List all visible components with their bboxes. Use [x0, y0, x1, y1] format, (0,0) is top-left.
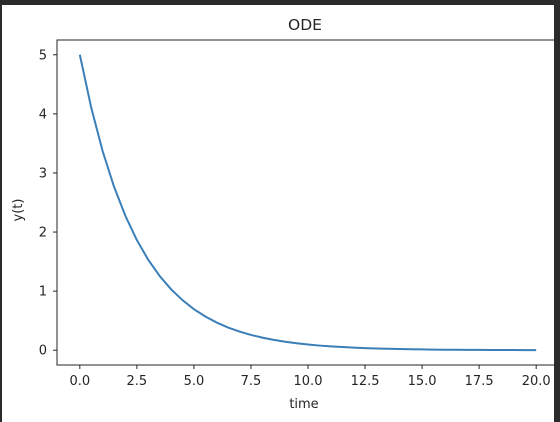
figure: ODE 0.0 2.5 5.0 7.5 10.0 12.5 15.0 17.5 20.0 0 1 2… [2, 5, 554, 422]
series-line-y [78, 54, 537, 352]
window-right-border [554, 5, 560, 422]
y-tick-label: 0 [39, 344, 47, 359]
window-top-border [0, 0, 560, 5]
plot-area [56, 39, 554, 366]
x-axis: 0.0 2.5 5.0 7.5 10.0 12.5 15.0 17.5 20.0 [69, 365, 551, 389]
window-left-border [0, 5, 2, 422]
ode-line-chart: ODE 0.0 2.5 5.0 7.5 10.0 12.5 15.0 17.5 20.0 0 1 2… [11, 16, 554, 412]
y-tick-label: 3 [39, 166, 47, 181]
x-tick-label: 10.0 [294, 374, 323, 389]
x-tick-label: 0.0 [69, 374, 90, 389]
y-tick-label: 5 [39, 48, 47, 63]
y-tick-label: 2 [39, 226, 47, 241]
y-axis: 0 1 2 3 4 5 [39, 48, 57, 359]
x-tick-label: 20.0 [522, 374, 551, 389]
x-tick-label: 2.5 [127, 374, 148, 389]
y-axis-label: y(t) [11, 199, 26, 222]
y-tick-label: 1 [39, 285, 47, 300]
x-axis-label: time [289, 397, 318, 412]
x-tick-label: 5.0 [184, 374, 205, 389]
x-tick-label: 17.5 [465, 374, 494, 389]
x-tick-label: 12.5 [351, 374, 380, 389]
chart-title: ODE [288, 16, 322, 34]
x-tick-label: 15.0 [408, 374, 437, 389]
x-tick-label: 7.5 [241, 374, 262, 389]
y-tick-label: 4 [39, 107, 47, 122]
